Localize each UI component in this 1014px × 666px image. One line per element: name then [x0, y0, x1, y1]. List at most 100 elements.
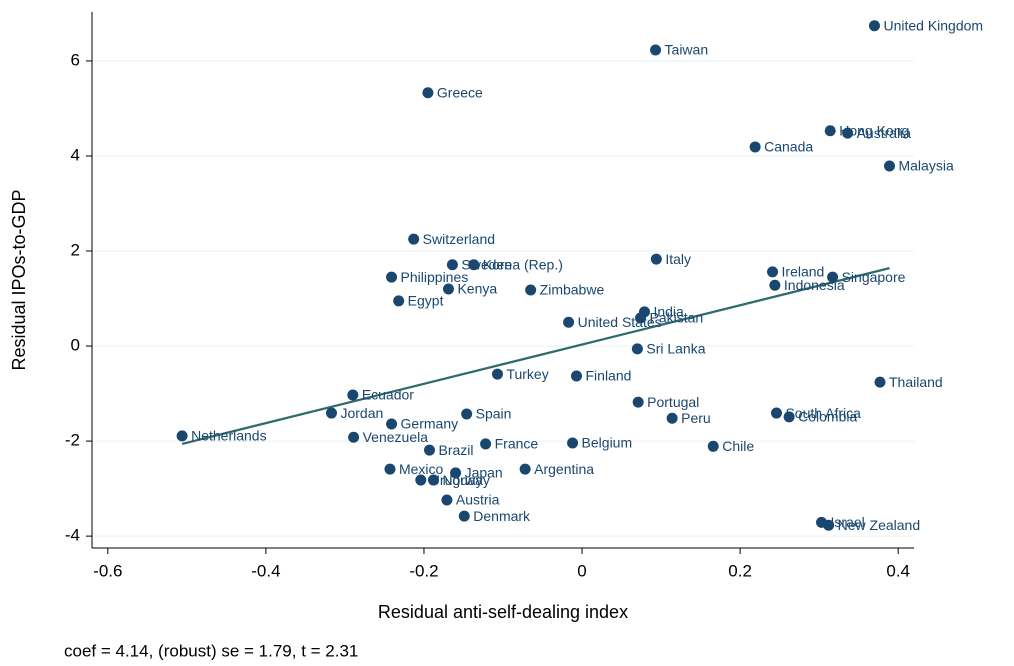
point-label: Venezuela — [363, 429, 429, 445]
point — [842, 127, 854, 139]
point — [325, 407, 337, 419]
point — [767, 266, 779, 278]
point — [666, 412, 678, 424]
point-label: Belgium — [582, 435, 633, 451]
point-label: Zimbabwe — [540, 282, 605, 298]
point — [571, 370, 583, 382]
point-label: Portugal — [647, 394, 699, 410]
point-label: Korea (Rep.) — [483, 256, 563, 272]
point — [827, 271, 839, 283]
point-label: Taiwan — [665, 42, 709, 58]
point — [458, 510, 470, 522]
point — [491, 368, 503, 380]
point-label: Norway — [442, 472, 489, 488]
point — [525, 284, 537, 296]
point — [386, 418, 398, 430]
point-label: Argentina — [534, 461, 594, 477]
point-label: Israel — [831, 514, 865, 530]
point — [707, 440, 719, 452]
point-label: United States — [578, 314, 662, 330]
point-label: Thailand — [889, 374, 943, 390]
y-tick-label: -4 — [65, 526, 80, 545]
point — [868, 20, 880, 32]
point — [408, 233, 420, 245]
point — [883, 160, 895, 172]
point — [823, 519, 835, 531]
point — [384, 463, 396, 475]
point-label: Philippines — [401, 269, 469, 285]
point-label: Hong Kong — [839, 122, 909, 138]
point-label: Colombia — [798, 409, 857, 425]
point — [519, 463, 531, 475]
point-label: Mexico — [399, 461, 444, 477]
point-label: Chile — [722, 438, 754, 454]
point-label: Egypt — [408, 293, 444, 309]
point — [874, 376, 886, 388]
point-label: France — [495, 436, 539, 452]
point — [650, 253, 662, 265]
point — [446, 259, 458, 271]
point-label: Peru — [681, 410, 711, 426]
point-label: Denmark — [473, 508, 531, 524]
point — [783, 411, 795, 423]
point — [468, 259, 480, 271]
point-label: Turkey — [506, 366, 548, 382]
point-label: Canada — [764, 139, 813, 155]
point — [450, 467, 462, 479]
point — [386, 271, 398, 283]
point-label: Uruguay — [430, 472, 483, 488]
fit-line — [181, 267, 890, 446]
point — [769, 279, 781, 291]
point-label: Ireland — [782, 264, 825, 280]
point — [422, 87, 434, 99]
point-label: Sri Lanka — [646, 341, 705, 357]
point-label: Pakistan — [650, 310, 704, 326]
point — [427, 474, 439, 486]
point-label: Singapore — [842, 269, 906, 285]
x-tick-label: 0 — [577, 561, 586, 580]
point — [631, 343, 643, 355]
point — [635, 312, 647, 324]
point — [749, 141, 761, 153]
point-label: India — [653, 304, 684, 320]
x-tick-label: 0.2 — [728, 561, 752, 580]
point — [176, 430, 188, 442]
point-label: Ecuador — [362, 387, 414, 403]
point-label: Netherlands — [191, 428, 267, 444]
point — [650, 44, 662, 56]
point — [563, 316, 575, 328]
point-label: Japan — [465, 465, 503, 481]
point — [415, 474, 427, 486]
y-tick-label: 6 — [71, 50, 80, 69]
point-label: Brazil — [438, 442, 473, 458]
y-tick-label: -2 — [65, 431, 80, 450]
point — [770, 407, 782, 419]
point-label: Italy — [665, 251, 691, 267]
point — [423, 444, 435, 456]
point — [461, 408, 473, 420]
point-label: Jordan — [340, 405, 383, 421]
point-label: Austria — [456, 492, 500, 508]
point — [824, 125, 836, 137]
x-tick-label: -0.4 — [251, 561, 280, 580]
y-tick-label: 2 — [71, 240, 80, 259]
point-label: Australia — [857, 125, 912, 141]
point-label: Kenya — [457, 281, 497, 297]
point — [441, 494, 453, 506]
point — [393, 295, 405, 307]
y-tick-label: 0 — [71, 336, 80, 355]
y-tick-label: 4 — [71, 145, 80, 164]
note: coef = 4.14, (robust) se = 1.79, t = 2.3… — [64, 641, 358, 660]
x-tick-label: -0.2 — [409, 561, 438, 580]
x-tick-label: -0.6 — [93, 561, 122, 580]
point — [348, 431, 360, 443]
point-label: Germany — [401, 416, 459, 432]
point-label: Indonesia — [784, 277, 845, 293]
point-label: Malaysia — [898, 158, 953, 174]
point-label: New Zealand — [838, 517, 921, 533]
point — [442, 283, 454, 295]
point-label: Spain — [476, 406, 512, 422]
point — [567, 437, 579, 449]
x-axis-label: Residual anti-self-dealing index — [378, 602, 628, 622]
